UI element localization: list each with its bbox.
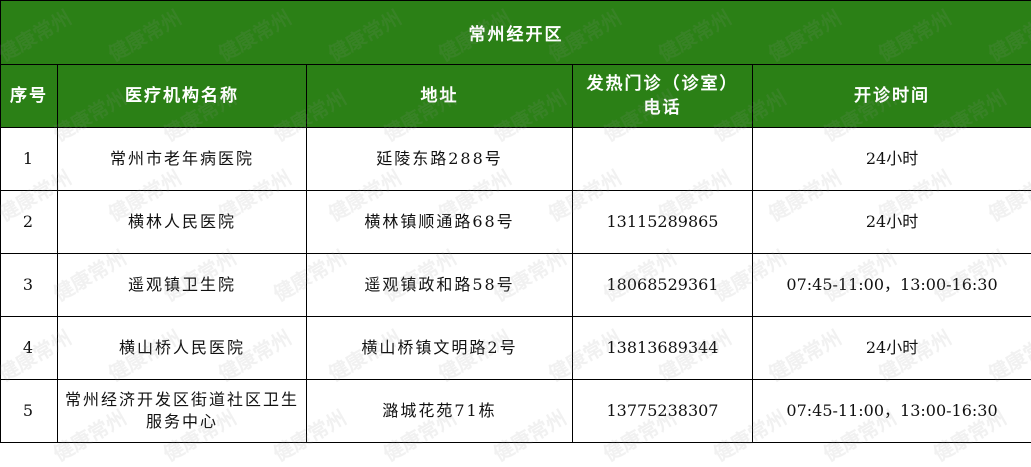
table-title: 常州经开区 — [1, 1, 1031, 65]
cell-phone: 13813689344 — [573, 317, 753, 380]
table-row: 1 常州市老年病医院 延陵东路288号 24小时 — [1, 128, 1031, 191]
cell-address: 延陵东路288号 — [307, 128, 573, 191]
cell-no: 5 — [1, 380, 58, 443]
cell-address: 横林镇顺通路68号 — [307, 191, 573, 254]
cell-no: 4 — [1, 317, 58, 380]
table-row: 2 横林人民医院 横林镇顺通路68号 13115289865 24小时 — [1, 191, 1031, 254]
cell-address: 遥观镇政和路58号 — [307, 254, 573, 317]
clinic-table: 常州经开区 序号 医疗机构名称 地址 发热门诊（诊室）电话 开诊时间 1 常州市… — [0, 0, 1031, 443]
cell-phone: 13115289865 — [573, 191, 753, 254]
cell-hours: 07:45-11:00，13:00-16:30 — [753, 380, 1031, 443]
header-hours: 开诊时间 — [753, 65, 1031, 128]
cell-no: 2 — [1, 191, 58, 254]
cell-phone: 13775238307 — [573, 380, 753, 443]
header-row: 序号 医疗机构名称 地址 发热门诊（诊室）电话 开诊时间 — [1, 65, 1031, 128]
cell-name: 横林人民医院 — [58, 191, 307, 254]
cell-phone: 18068529361 — [573, 254, 753, 317]
header-no: 序号 — [1, 65, 58, 128]
cell-no: 1 — [1, 128, 58, 191]
table-row: 4 横山桥人民医院 横山桥镇文明路2号 13813689344 24小时 — [1, 317, 1031, 380]
title-row: 常州经开区 — [1, 1, 1031, 65]
cell-name: 遥观镇卫生院 — [58, 254, 307, 317]
table-row: 5 常州经济开发区街道社区卫生服务中心 潞城花苑71栋 13775238307 … — [1, 380, 1031, 443]
table-row: 3 遥观镇卫生院 遥观镇政和路58号 18068529361 07:45-11:… — [1, 254, 1031, 317]
cell-name: 常州市老年病医院 — [58, 128, 307, 191]
cell-address: 潞城花苑71栋 — [307, 380, 573, 443]
header-address: 地址 — [307, 65, 573, 128]
header-phone: 发热门诊（诊室）电话 — [573, 65, 753, 128]
cell-address: 横山桥镇文明路2号 — [307, 317, 573, 380]
header-name: 医疗机构名称 — [58, 65, 307, 128]
cell-phone — [573, 128, 753, 191]
cell-name: 常州经济开发区街道社区卫生服务中心 — [58, 380, 307, 443]
cell-no: 3 — [1, 254, 58, 317]
cell-name: 横山桥人民医院 — [58, 317, 307, 380]
header-phone-text: 发热门诊（诊室）电话 — [578, 72, 748, 120]
cell-hours: 24小时 — [753, 128, 1031, 191]
cell-hours: 07:45-11:00，13:00-16:30 — [753, 254, 1031, 317]
cell-hours: 24小时 — [753, 191, 1031, 254]
cell-hours: 24小时 — [753, 317, 1031, 380]
